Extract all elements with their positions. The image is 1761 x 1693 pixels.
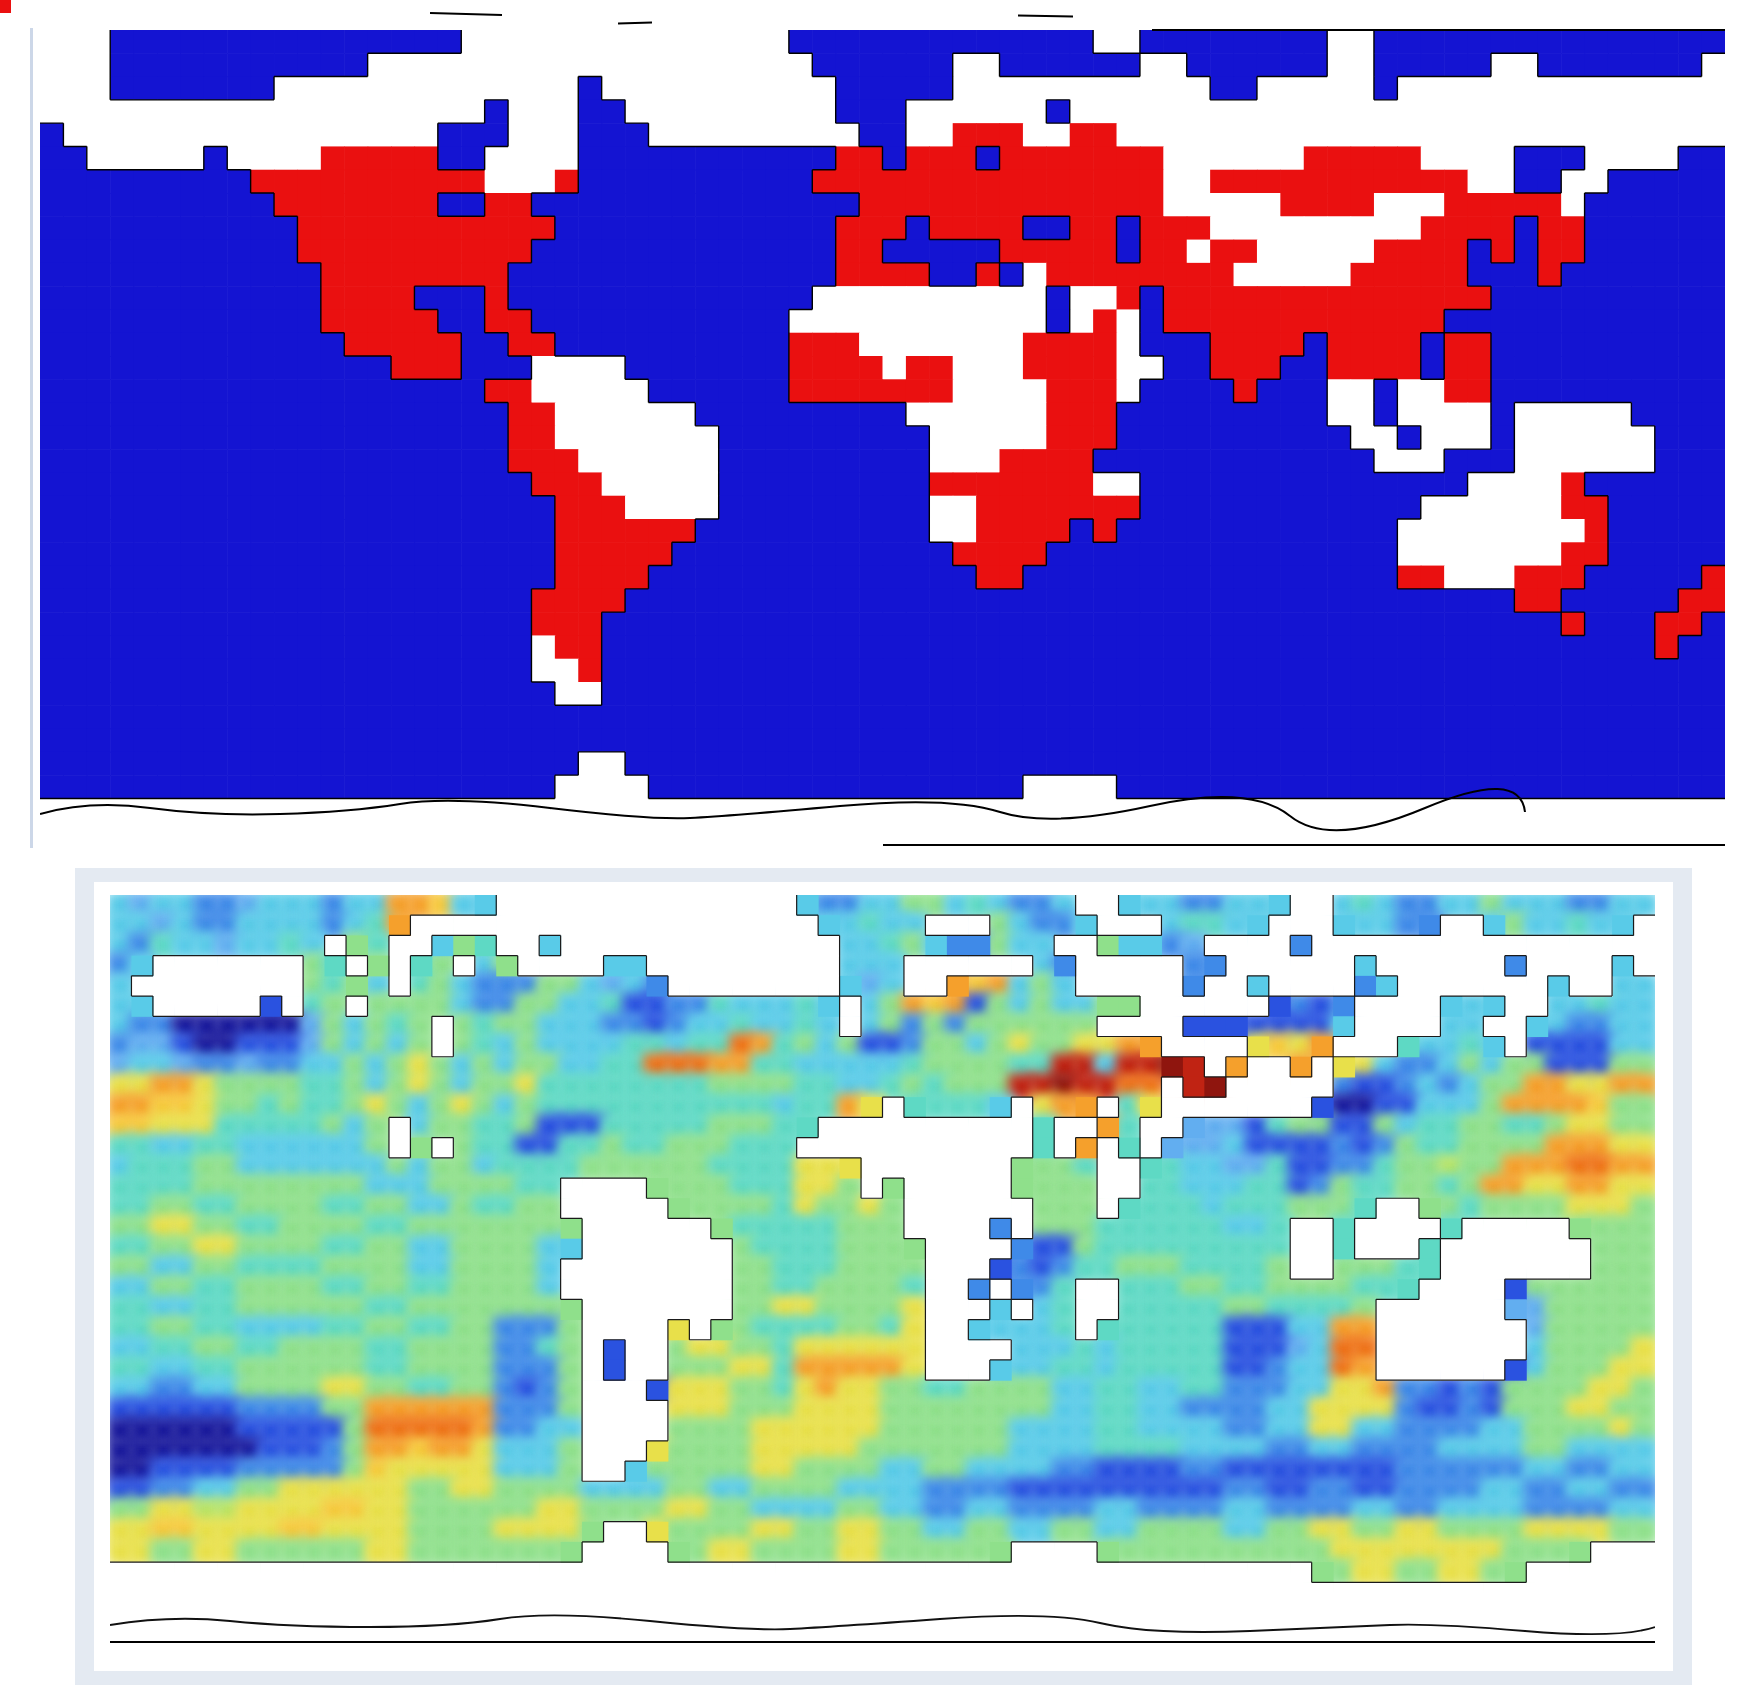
arctic-coastline-mark	[1018, 15, 1073, 18]
climate-figure-page	[0, 0, 1761, 1693]
bottom-map-bottom-spine	[110, 1641, 1655, 1643]
corner-red-square	[0, 0, 11, 13]
arctic-coastline-mark	[618, 21, 652, 24]
arctic-coastline-mark	[430, 12, 502, 16]
top-coverage-map-canvas	[40, 30, 1725, 845]
top-map-top-spine	[1152, 29, 1725, 31]
top-map-bottom-spine	[883, 844, 1725, 846]
top-map-left-border	[30, 28, 33, 848]
bottom-anomaly-map-canvas	[110, 895, 1655, 1643]
